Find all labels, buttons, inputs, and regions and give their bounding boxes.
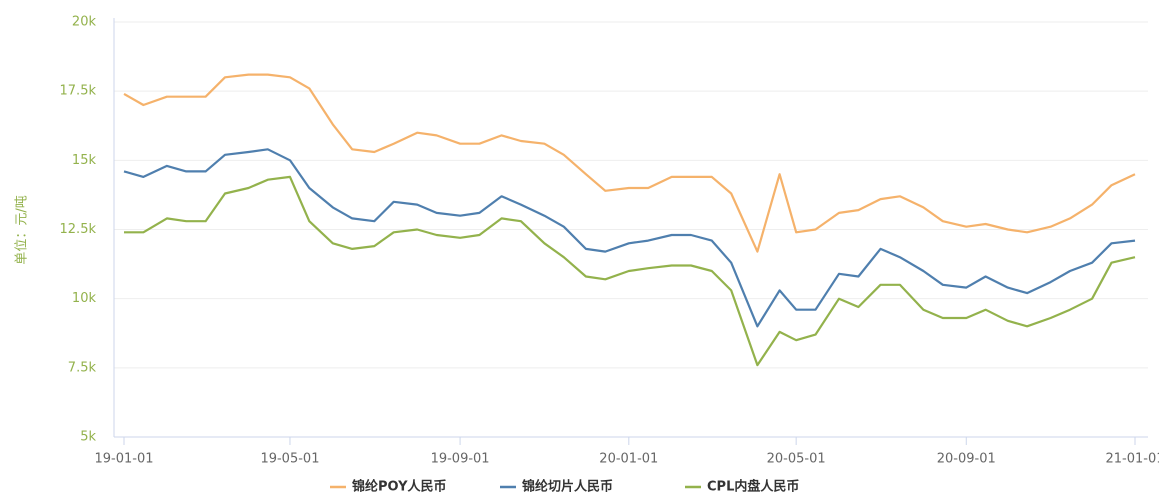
y-tick-label: 15k	[72, 153, 97, 168]
y-tick-label: 20k	[72, 15, 97, 30]
series-line	[124, 175, 1136, 367]
legend-label[interactable]: 锦纶切片人民币	[522, 479, 613, 495]
x-tick-label: 19-09-01	[431, 452, 490, 467]
series-line	[123, 148, 1136, 328]
y-tick-label: 5k	[80, 430, 96, 445]
y-tick-label: 17.5k	[60, 84, 97, 99]
x-tick-label: 20-01-01	[599, 452, 658, 467]
x-tick-label: 21-01-01	[1105, 452, 1159, 467]
x-tick-label: 20-09-01	[937, 452, 996, 467]
series-line	[123, 73, 1136, 253]
y-tick-label: 7.5k	[68, 360, 97, 375]
y-tick-label: 10k	[72, 291, 97, 306]
x-tick-label: 19-01-01	[94, 452, 153, 467]
y-tick-label: 12.5k	[60, 222, 97, 237]
legend-label[interactable]: 锦纶POY人民币	[352, 479, 447, 495]
x-tick-label: 20-05-01	[767, 452, 826, 467]
x-tick-label: 19-05-01	[260, 452, 319, 467]
y-axis-label: 单位：元/吨	[15, 195, 30, 264]
legend-label[interactable]: CPL内盘人民币	[707, 479, 799, 495]
